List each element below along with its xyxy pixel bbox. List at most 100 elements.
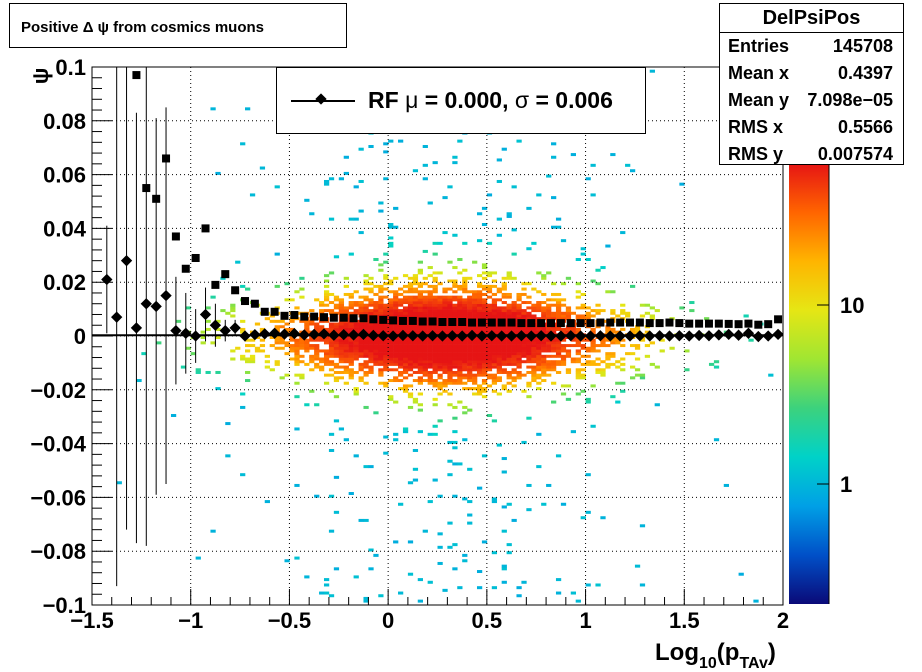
heatmap-cell bbox=[284, 298, 290, 302]
heatmap-cell bbox=[595, 282, 601, 286]
heatmap-cell bbox=[368, 370, 374, 374]
heatmap-cell bbox=[486, 241, 493, 245]
heatmap-cell bbox=[422, 145, 428, 148]
heatmap-cell bbox=[412, 354, 419, 358]
heatmap-cell bbox=[437, 352, 443, 356]
heatmap-cell bbox=[447, 440, 453, 444]
heatmap-cell bbox=[388, 327, 394, 331]
heatmap-cell bbox=[555, 354, 562, 358]
heatmap-cell bbox=[620, 357, 626, 361]
heatmap-cell bbox=[314, 298, 320, 302]
heatmap-cell bbox=[417, 325, 423, 329]
heatmap-cell bbox=[353, 327, 359, 331]
heatmap-cell bbox=[452, 357, 458, 361]
heatmap-cell bbox=[629, 169, 636, 173]
heatmap-cell bbox=[620, 311, 626, 315]
heatmap-cell bbox=[526, 370, 532, 374]
heatmap-cell bbox=[299, 354, 305, 358]
heatmap-cell bbox=[560, 338, 567, 342]
heatmap-cell bbox=[398, 298, 404, 302]
heatmap-cell bbox=[373, 292, 379, 296]
heatmap-cell bbox=[348, 344, 354, 348]
heatmap-cell bbox=[412, 287, 419, 291]
heatmap-cell bbox=[383, 327, 389, 331]
stats-label: Entries bbox=[728, 36, 790, 56]
heatmap-cell bbox=[368, 465, 374, 469]
heatmap-cell bbox=[417, 327, 423, 331]
heatmap-cell bbox=[615, 341, 621, 345]
heatmap-cell bbox=[546, 373, 552, 377]
heatmap-cell bbox=[240, 354, 246, 358]
heatmap-cell bbox=[481, 284, 488, 288]
heatmap-cell bbox=[452, 266, 458, 270]
heatmap-cell bbox=[358, 327, 364, 331]
heatmap-cell bbox=[476, 290, 483, 294]
mean-point bbox=[347, 329, 360, 341]
heatmap-cell bbox=[294, 427, 300, 431]
heatmap-cell bbox=[363, 287, 369, 291]
heatmap-cell bbox=[393, 292, 399, 296]
heatmap-cell bbox=[388, 314, 394, 318]
heatmap-cell bbox=[526, 306, 532, 310]
heatmap-cell bbox=[476, 306, 483, 310]
heatmap-cell bbox=[378, 295, 384, 299]
heatmap-cell bbox=[541, 341, 547, 345]
heatmap-cell bbox=[319, 303, 325, 307]
heatmap-cell bbox=[407, 290, 414, 294]
heatmap-cell bbox=[447, 311, 453, 315]
heatmap-cell bbox=[393, 225, 399, 229]
heatmap-cell bbox=[245, 379, 251, 383]
heatmap-cell bbox=[422, 362, 428, 366]
heatmap-cell bbox=[304, 338, 310, 342]
heatmap-cell bbox=[398, 325, 404, 329]
heatmap-cell bbox=[383, 287, 389, 291]
heatmap-cell bbox=[170, 414, 177, 417]
mean-point bbox=[565, 330, 577, 342]
heatmap-cell bbox=[536, 309, 542, 313]
heatmap-cell bbox=[402, 430, 409, 434]
heatmap-cell bbox=[393, 376, 399, 380]
heatmap-cell bbox=[422, 330, 428, 334]
heatmap-cell bbox=[457, 330, 463, 334]
heatmap-cell bbox=[432, 301, 438, 305]
mean-point bbox=[189, 330, 202, 342]
heatmap-cell bbox=[407, 325, 414, 329]
heatmap-cell bbox=[600, 338, 606, 342]
mean-point bbox=[525, 330, 537, 342]
heatmap-cell bbox=[368, 327, 374, 331]
heatmap-cell bbox=[299, 338, 305, 342]
heatmap-cell bbox=[506, 271, 512, 275]
heatmap-cell bbox=[585, 400, 591, 404]
heatmap-cell bbox=[363, 362, 369, 366]
heatmap-cell bbox=[422, 314, 428, 318]
legend-sigma-value: = 0.006 bbox=[529, 87, 613, 113]
legend-series-label: RF bbox=[368, 87, 399, 113]
heatmap-cell bbox=[560, 360, 567, 364]
heatmap-cell bbox=[462, 282, 468, 286]
heatmap-cell bbox=[457, 349, 463, 353]
heatmap-cell bbox=[511, 341, 517, 345]
heatmap-cell bbox=[343, 309, 349, 313]
heatmap-cell bbox=[309, 338, 315, 342]
heatmap-cell bbox=[560, 392, 567, 396]
heatmap-cell bbox=[264, 500, 270, 504]
heatmap-cell bbox=[407, 362, 414, 366]
heatmap-cell bbox=[654, 309, 660, 313]
heatmap-cell bbox=[417, 298, 423, 302]
heatmap-cell bbox=[472, 368, 478, 372]
heatmap-cell bbox=[526, 357, 532, 361]
heatmap-cell bbox=[501, 352, 507, 356]
heatmap-cell bbox=[412, 341, 419, 345]
heatmap-cell bbox=[373, 349, 379, 353]
heatmap-cell bbox=[501, 341, 507, 345]
heatmap-cell bbox=[383, 346, 389, 350]
heatmap-cell bbox=[358, 341, 364, 345]
heatmap-cell bbox=[289, 319, 295, 323]
heatmap-cell bbox=[442, 303, 448, 307]
heatmap-cell bbox=[393, 306, 399, 310]
mean-point bbox=[298, 329, 310, 341]
heatmap-cell bbox=[368, 301, 374, 305]
heatmap-cell bbox=[476, 352, 483, 356]
heatmap-cell bbox=[506, 352, 512, 356]
heatmap-cell bbox=[511, 325, 517, 329]
